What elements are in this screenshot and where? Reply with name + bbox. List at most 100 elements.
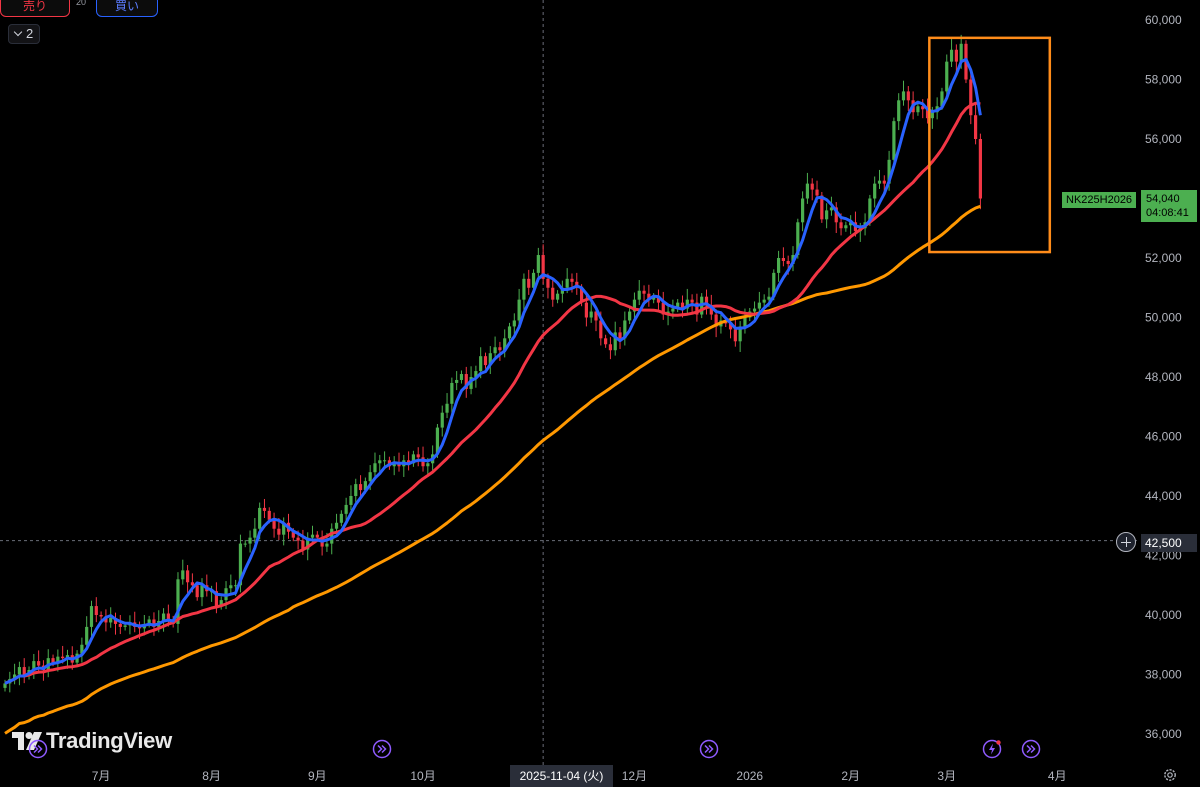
candle-body: [214, 591, 219, 607]
x-tick-label: 8月: [202, 769, 221, 783]
symbol-label: NK225H2026: [1062, 192, 1137, 208]
candle-body: [512, 320, 516, 327]
candle-body: [892, 121, 896, 160]
candle-body: [897, 100, 901, 122]
candle-body: [887, 159, 891, 184]
candle-body: [757, 302, 761, 309]
candle-body: [291, 531, 295, 538]
candle-body: [373, 463, 377, 473]
candle-body: [565, 278, 569, 288]
candle-body: [118, 623, 122, 627]
add-alert-plus-button[interactable]: [1116, 532, 1136, 552]
candle-body: [277, 528, 281, 535]
candle-body: [464, 374, 468, 389]
candle-body: [113, 617, 118, 624]
candle-body: [382, 460, 387, 462]
candle-body: [440, 412, 444, 428]
candle-body: [762, 299, 766, 303]
y-tick-label: 36,000: [1145, 727, 1182, 741]
candle-body: [728, 323, 733, 330]
candle-body: [363, 481, 367, 491]
candle-body: [483, 356, 488, 366]
x-tick-label: 4月: [1048, 769, 1067, 783]
candle-body: [805, 183, 810, 199]
candle-body: [137, 626, 142, 629]
candle-body: [551, 287, 555, 300]
candle-body: [637, 290, 641, 300]
x-tick-label: 2月: [841, 769, 860, 783]
candle-body: [594, 311, 598, 321]
candle-body: [882, 180, 886, 184]
candle-body: [378, 460, 382, 464]
candle-body: [104, 616, 108, 623]
candle-body: [248, 537, 252, 544]
candle-body: [301, 540, 305, 550]
indicator-collapse-button[interactable]: 2: [8, 24, 40, 44]
candle-body: [455, 379, 459, 383]
candle-body: [589, 311, 593, 318]
candle-body: [267, 510, 271, 520]
candle-body: [781, 258, 785, 261]
candle-body: [839, 222, 843, 229]
gear-icon[interactable]: [1162, 767, 1178, 783]
y-tick-label: 58,000: [1145, 73, 1182, 87]
candle-body: [479, 356, 483, 372]
candle-body: [234, 585, 238, 587]
candle-body: [714, 314, 718, 327]
candle-body: [656, 296, 661, 303]
fast-forward-circle-icon[interactable]: [1021, 739, 1041, 759]
buy-button[interactable]: 買い: [96, 0, 158, 17]
last-price-label: 54,040 04:08:41: [1141, 190, 1197, 222]
candle-body: [921, 106, 925, 110]
candle-body: [161, 613, 166, 621]
candle-body: [469, 377, 473, 389]
candle-body: [3, 683, 7, 688]
candle-body: [925, 109, 930, 119]
candle-body: [901, 91, 906, 101]
candle-body: [671, 308, 675, 312]
candle-body: [94, 606, 98, 615]
x-tick-label: 2026: [736, 769, 763, 783]
candle-body: [181, 570, 185, 580]
candle-body: [200, 585, 204, 598]
candle-body: [354, 484, 358, 496]
candle-body: [940, 91, 944, 107]
candle-body: [704, 296, 709, 306]
x-tick-label: 9月: [308, 769, 327, 783]
candle-body: [815, 189, 819, 196]
candle-body: [310, 534, 315, 538]
fast-forward-circle-icon[interactable]: [372, 739, 392, 759]
candle-body: [445, 403, 449, 413]
lightning-circle-icon[interactable]: [982, 739, 1002, 759]
candle-body: [546, 278, 550, 288]
candle-body: [85, 626, 89, 645]
candle-body: [954, 49, 958, 62]
candle-body: [89, 606, 94, 627]
candle-body: [176, 579, 180, 624]
candle-body: [51, 658, 55, 663]
candle-body: [829, 207, 834, 211]
candle-body: [906, 91, 910, 101]
candle-body: [493, 347, 497, 354]
candle-body: [877, 180, 882, 184]
candle-body: [834, 207, 838, 223]
candle-body: [969, 79, 973, 116]
candle-body: [767, 296, 771, 300]
x-tick-label: 12月: [622, 769, 647, 783]
candle-body: [315, 534, 319, 538]
fast-forward-circle-icon[interactable]: [699, 739, 719, 759]
y-tick-label: 52,000: [1145, 251, 1182, 265]
candle-body: [613, 332, 617, 351]
candle-body: [647, 293, 651, 300]
candle-body: [32, 661, 36, 671]
candle-body: [570, 278, 574, 282]
candle-body: [522, 278, 526, 300]
candle-body: [407, 460, 411, 464]
sell-button[interactable]: 売り: [0, 0, 70, 17]
candle-body: [330, 528, 334, 544]
candle-body: [527, 278, 531, 288]
fast-forward-circle-icon[interactable]: [28, 739, 48, 759]
candle-body: [185, 570, 190, 583]
candle-body: [123, 625, 127, 627]
